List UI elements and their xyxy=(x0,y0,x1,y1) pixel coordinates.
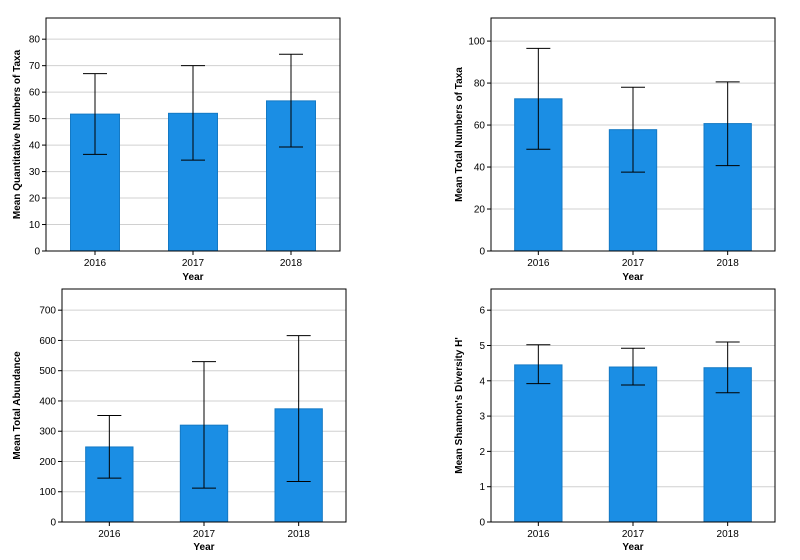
y-tick-label: 80 xyxy=(474,79,486,90)
y-tick-label: 4 xyxy=(479,376,485,387)
y-tick-label: 30 xyxy=(29,167,41,178)
x-tick-label: 2018 xyxy=(288,529,311,540)
chart-panel-1: 2016 2017 2018 0 10 20 30 40 50 60 70 80 Year Mean Qu… xyxy=(12,17,341,283)
y-tick-label: 0 xyxy=(479,518,485,529)
x-tick-label: 2017 xyxy=(182,258,205,269)
y-tick-label: 60 xyxy=(29,88,41,99)
y-tick-label: 40 xyxy=(29,141,41,152)
y-tick-label: 200 xyxy=(39,457,56,468)
y-tick-label: 3 xyxy=(479,412,485,423)
x-tick-label: 2017 xyxy=(193,529,216,540)
x-tick-label: 2017 xyxy=(622,529,645,540)
y-tick-label: 0 xyxy=(50,518,56,529)
y-tick-label: 10 xyxy=(29,220,41,231)
plot-frame xyxy=(45,17,341,252)
bar-2017 xyxy=(608,129,658,252)
bar-2018 xyxy=(703,367,752,523)
chart-panel-3: 2016 2017 2018 0 100 200 300 400 500 600 700 Year Me… xyxy=(12,288,347,553)
chart-panel-2: 2016 2017 2018 0 20 40 60 80 100 Year Mean Total N… xyxy=(454,17,776,283)
x-axis-label: Year xyxy=(182,272,203,283)
y-tick-label: 0 xyxy=(34,247,40,258)
y-tick-label: 500 xyxy=(39,366,56,377)
y-tick-label: 80 xyxy=(29,35,41,46)
y-tick-label: 2 xyxy=(479,447,485,458)
y-tick-label: 1 xyxy=(479,482,485,493)
x-tick-label: 2018 xyxy=(280,258,303,269)
y-tick-label: 40 xyxy=(474,163,486,174)
plot-frame xyxy=(490,288,776,523)
y-tick-label: 0 xyxy=(479,247,485,258)
y-tick-label: 100 xyxy=(39,487,56,498)
y-tick-label: 50 xyxy=(29,114,41,125)
bar-2017 xyxy=(608,366,658,523)
y-tick-label: 600 xyxy=(39,336,56,347)
x-tick-label: 2016 xyxy=(527,258,550,269)
x-tick-label: 2016 xyxy=(84,258,107,269)
bar-2016 xyxy=(514,364,563,523)
y-tick-label: 300 xyxy=(39,427,56,438)
chart-panel-4: 2016 2017 2018 0 1 2 3 4 5 6 Year Mean Shannon's Di… xyxy=(454,288,776,553)
plot-frame xyxy=(61,288,347,523)
y-tick-label: 20 xyxy=(474,205,486,216)
y-axis-label: Mean Total Abundance xyxy=(12,351,23,460)
x-axis-label: Year xyxy=(622,542,643,553)
x-axis-label: Year xyxy=(622,272,643,283)
y-tick-label: 70 xyxy=(29,61,41,72)
x-tick-label: 2018 xyxy=(717,258,740,269)
y-tick-label: 700 xyxy=(39,306,56,317)
plot-frame xyxy=(490,17,776,252)
x-axis-label: Year xyxy=(193,542,214,553)
x-tick-label: 2016 xyxy=(98,529,121,540)
y-axis-label: Mean Total Numbers of Taxa xyxy=(454,67,465,202)
x-tick-label: 2017 xyxy=(622,258,645,269)
y-axis-label: Mean Quantitative Numbers of Taxa xyxy=(12,49,23,219)
y-tick-label: 60 xyxy=(474,121,486,132)
x-tick-label: 2016 xyxy=(527,529,550,540)
y-tick-label: 5 xyxy=(479,341,485,352)
y-tick-label: 20 xyxy=(29,194,41,205)
x-tick-label: 2018 xyxy=(717,529,740,540)
y-tick-label: 100 xyxy=(468,37,485,48)
y-tick-label: 6 xyxy=(479,306,485,317)
y-tick-label: 400 xyxy=(39,396,56,407)
y-axis-label: Mean Shannon's Diversity H' xyxy=(454,337,465,473)
